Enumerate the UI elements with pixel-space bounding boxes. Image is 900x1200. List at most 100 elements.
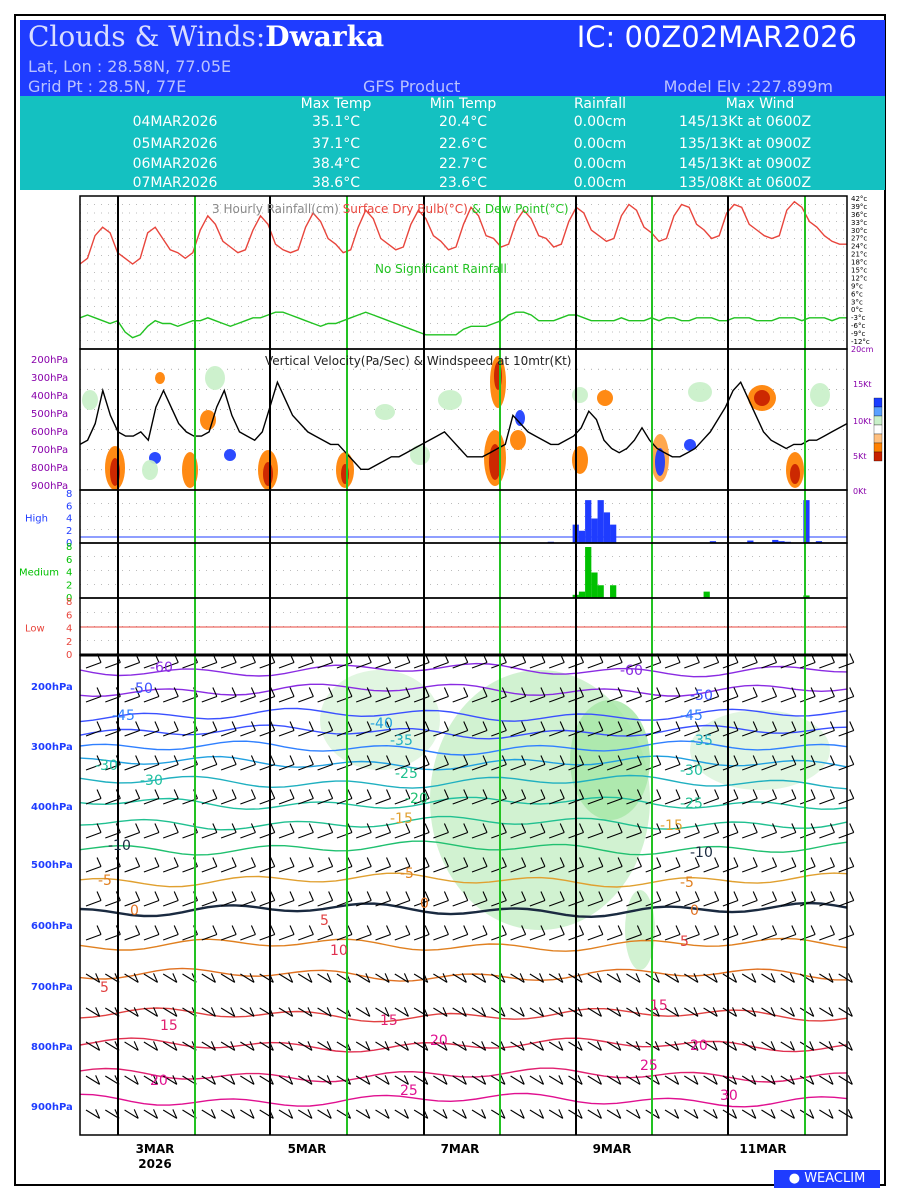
wind-barb: [838, 1109, 853, 1119]
wind-barb-feather: [714, 789, 720, 799]
wind-barb-feather: [656, 721, 662, 731]
isotherm-label: -5: [680, 875, 694, 891]
wind-barb-feather: [540, 721, 546, 731]
wind-barb-feather: [539, 973, 545, 983]
wind-barb-feather: [847, 1075, 853, 1085]
wind-barb: [741, 1041, 757, 1051]
isotherm-label: -5: [98, 873, 112, 889]
wind-barb-feather: [347, 687, 353, 697]
wind-barb: [394, 1007, 409, 1017]
wind-barb-feather: [463, 789, 469, 799]
wind-barb-feather: [791, 687, 797, 697]
wind-barb-feather: [153, 973, 159, 983]
wind-barb: [298, 865, 314, 873]
isotherm-label: 20: [150, 1073, 168, 1089]
isotherm-label: -15: [660, 818, 683, 834]
wind-barb-feather: [133, 1075, 139, 1085]
wind-barb-feather: [154, 823, 160, 833]
wind-barb: [220, 1075, 236, 1085]
wind-barb-feather: [172, 973, 178, 983]
cloud-tick-label: 4: [66, 568, 72, 579]
wind-barb-feather: [133, 1007, 139, 1017]
temp-tick-label: -9°c: [851, 330, 865, 338]
cloud-tick-label: 0: [66, 650, 72, 661]
isotherm-label: 25: [400, 1083, 418, 1099]
wind-barb-feather: [482, 755, 488, 765]
wind-barb: [722, 865, 739, 873]
wind-barb: [587, 1075, 602, 1085]
wind-barb: [240, 661, 256, 669]
pressure-tick-label: 900hPa: [31, 481, 68, 492]
wind-barb-feather: [617, 755, 623, 765]
isotherm-line: [79, 1037, 848, 1053]
wind-barb-feather: [674, 973, 680, 983]
wind-barb: [298, 729, 314, 737]
wind-barb-feather: [636, 721, 642, 731]
wind-barb-feather: [405, 857, 411, 867]
wind-barb-feather: [481, 1041, 487, 1051]
wind-barb: [452, 1075, 467, 1085]
row-rainfall: 0.00cm: [573, 156, 627, 172]
wind-barb-feather: [328, 925, 334, 935]
wind-barb: [664, 933, 681, 941]
wind-barb-feather: [461, 1109, 467, 1119]
wind-barb: [510, 831, 526, 839]
wind-barb-feather: [847, 973, 853, 983]
wind-barb-feather: [751, 1041, 757, 1051]
isotherm-label: 0: [690, 903, 699, 919]
wind-barb: [684, 797, 700, 805]
wind-barb-feather: [579, 687, 585, 697]
wind-barb: [143, 1041, 158, 1051]
wind-barb: [684, 763, 700, 771]
wind-barb-feather: [135, 687, 141, 697]
wind-barb: [317, 1041, 332, 1051]
wind-barb: [278, 973, 293, 983]
wind-barb-feather: [212, 891, 218, 901]
wind-barb-feather: [288, 1041, 294, 1051]
isotherm-label: 20: [690, 1038, 708, 1054]
wind-barb-feather: [231, 721, 237, 731]
wind-tick-label: 10Kt: [853, 417, 872, 426]
wind-barb-feather: [654, 973, 660, 983]
wind-barb: [413, 1007, 429, 1017]
wind-barb-feather: [443, 789, 449, 799]
wind-barb-feather: [463, 857, 469, 867]
wind-barb-feather: [347, 755, 353, 765]
wind-barb-feather: [173, 857, 179, 867]
wind-barb-feather: [829, 857, 835, 867]
wind-barb: [780, 695, 797, 703]
ua-pressure-label: 200hPa: [31, 682, 73, 693]
wind-barb-feather: [154, 755, 160, 765]
wind-barb: [664, 1109, 679, 1119]
wind-barb-feather: [635, 973, 641, 983]
wind-barb-feather: [210, 973, 216, 983]
wind-barb: [375, 865, 391, 873]
wind-barb: [703, 797, 719, 805]
wind-barb: [433, 661, 449, 669]
wind-barb: [201, 865, 218, 873]
wind-barb: [163, 899, 179, 907]
wind-barb: [780, 763, 797, 771]
wind-barb-feather: [521, 823, 527, 833]
wind-barb-feather: [519, 1075, 525, 1085]
wind-barb: [452, 729, 468, 737]
wind-barb-feather: [500, 1109, 506, 1119]
isotherm-label: -30: [680, 763, 703, 779]
wind-barb-feather: [326, 1075, 332, 1085]
wind-barb-feather: [617, 925, 623, 935]
wind-barb-feather: [366, 925, 372, 935]
isotherm-line: [79, 707, 848, 723]
wind-barb: [587, 661, 604, 669]
wind-barb: [298, 1007, 313, 1017]
wind-barb-feather: [809, 1075, 815, 1085]
wind-barb: [722, 661, 739, 669]
wind-barb: [587, 763, 604, 771]
wind-barb-feather: [733, 823, 739, 833]
wind-barb: [819, 763, 835, 771]
wind-barb: [85, 973, 100, 983]
wind-barb: [259, 695, 275, 703]
wind-barb: [664, 973, 679, 983]
row-max-temp: 38.4°C: [312, 156, 360, 172]
wind-barb-feather: [617, 789, 623, 799]
cloud-bar: [591, 572, 598, 598]
